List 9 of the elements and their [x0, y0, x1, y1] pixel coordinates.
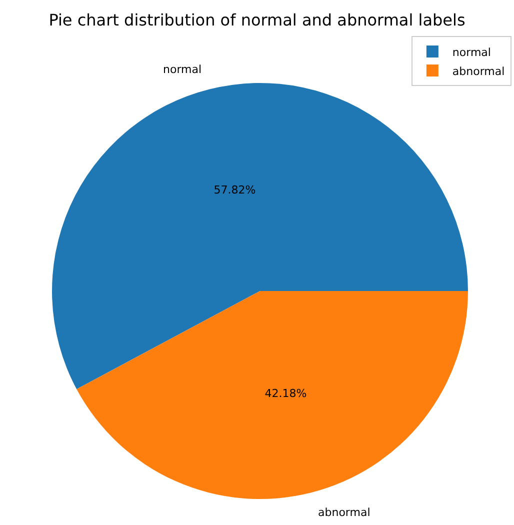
legend-label: normal — [452, 46, 491, 59]
slice-label: normal — [163, 63, 202, 76]
data-label: 42.18% — [264, 386, 307, 400]
chart-title: Pie chart distribution of normal and abnormal labels — [48, 10, 466, 30]
legend-label: abnormal — [452, 64, 505, 78]
pie-slice — [76, 291, 468, 499]
pie-slice — [52, 83, 468, 390]
data-label: 57.82% — [214, 184, 256, 197]
slice-label: abnormal — [318, 506, 370, 519]
